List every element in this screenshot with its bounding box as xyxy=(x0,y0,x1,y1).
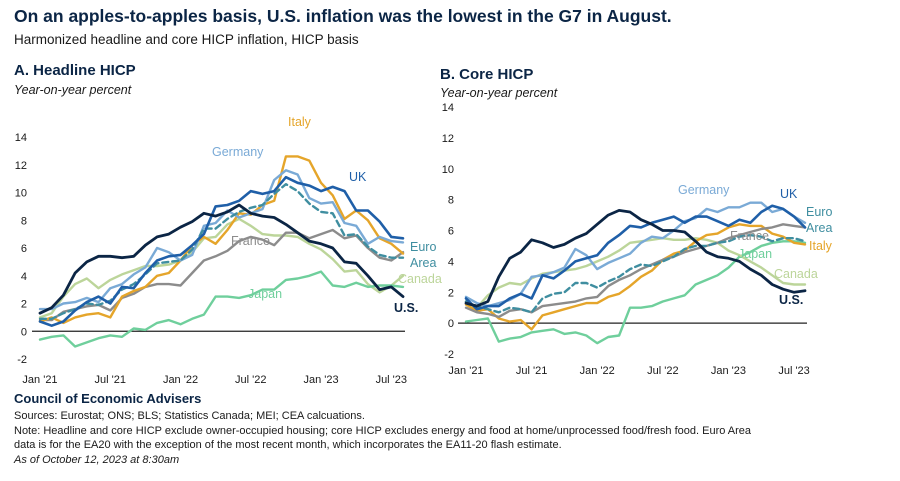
x-tick-label: Jan '22 xyxy=(163,374,198,386)
y-tick-label: 10 xyxy=(15,188,27,200)
series-line-germany xyxy=(38,169,405,311)
y-tick-label: 4 xyxy=(21,271,27,283)
series-line-france xyxy=(38,228,405,322)
y-tick-label: 6 xyxy=(21,243,27,255)
panel-a-title: A. Headline HICP xyxy=(14,62,136,79)
series-label-france: France xyxy=(231,234,270,248)
series-label-uk: UK xyxy=(349,170,367,184)
series-line-us xyxy=(38,203,405,315)
series-label-japan: Japan xyxy=(248,287,282,301)
footer-note-line-2: data is for the EA20 with the exception … xyxy=(14,439,562,451)
y-tick-label: 12 xyxy=(15,160,27,172)
panel-b-title: B. Core HICP xyxy=(440,66,534,83)
series-label-italy: Italy xyxy=(288,115,312,129)
y-tick-label: 8 xyxy=(21,215,27,227)
series-label-germany: Germany xyxy=(212,145,264,159)
panel-a-ylabel: Year-on-year percent xyxy=(14,83,132,97)
series-line-japan xyxy=(38,270,405,348)
series-label-euro-area-line-1: Euro xyxy=(410,240,436,254)
page-subtitle: Harmonized headline and core HICP inflat… xyxy=(14,32,359,47)
footer-note-line-1: Note: Headline and core HICP exclude own… xyxy=(14,425,752,437)
footer-sources: Sources: Eurostat; ONS; BLS; Statistics … xyxy=(14,410,365,422)
y-tick-label: -2 xyxy=(17,354,27,366)
footer-org: Council of Economic Advisers xyxy=(14,391,202,406)
x-tick-label: Jul '22 xyxy=(235,374,266,386)
series-line-euro-area xyxy=(38,182,405,320)
panel-b-ylabel: Year-on-year percent xyxy=(440,86,558,100)
x-tick-label: Jul '21 xyxy=(95,374,126,386)
series-label-canada: Canada xyxy=(398,272,442,286)
x-tick-label: Jan '21 xyxy=(22,374,57,386)
y-tick-label: 2 xyxy=(21,299,27,311)
y-tick-label: 14 xyxy=(15,132,27,144)
series-line-italy xyxy=(38,155,405,325)
x-tick-label: Jul '23 xyxy=(376,374,407,386)
page-title: On an apples-to-apples basis, U.S. infla… xyxy=(14,6,672,26)
series-label-us: U.S. xyxy=(394,301,418,315)
series-label-euro-area-line-2: Area xyxy=(410,256,436,270)
footer-as-of: As of October 12, 2023 at 8:30am xyxy=(14,454,180,466)
x-tick-label: Jan '23 xyxy=(303,374,338,386)
series-line-canada xyxy=(38,217,405,319)
y-tick-label: 0 xyxy=(21,326,27,338)
series-line-uk xyxy=(38,175,405,328)
